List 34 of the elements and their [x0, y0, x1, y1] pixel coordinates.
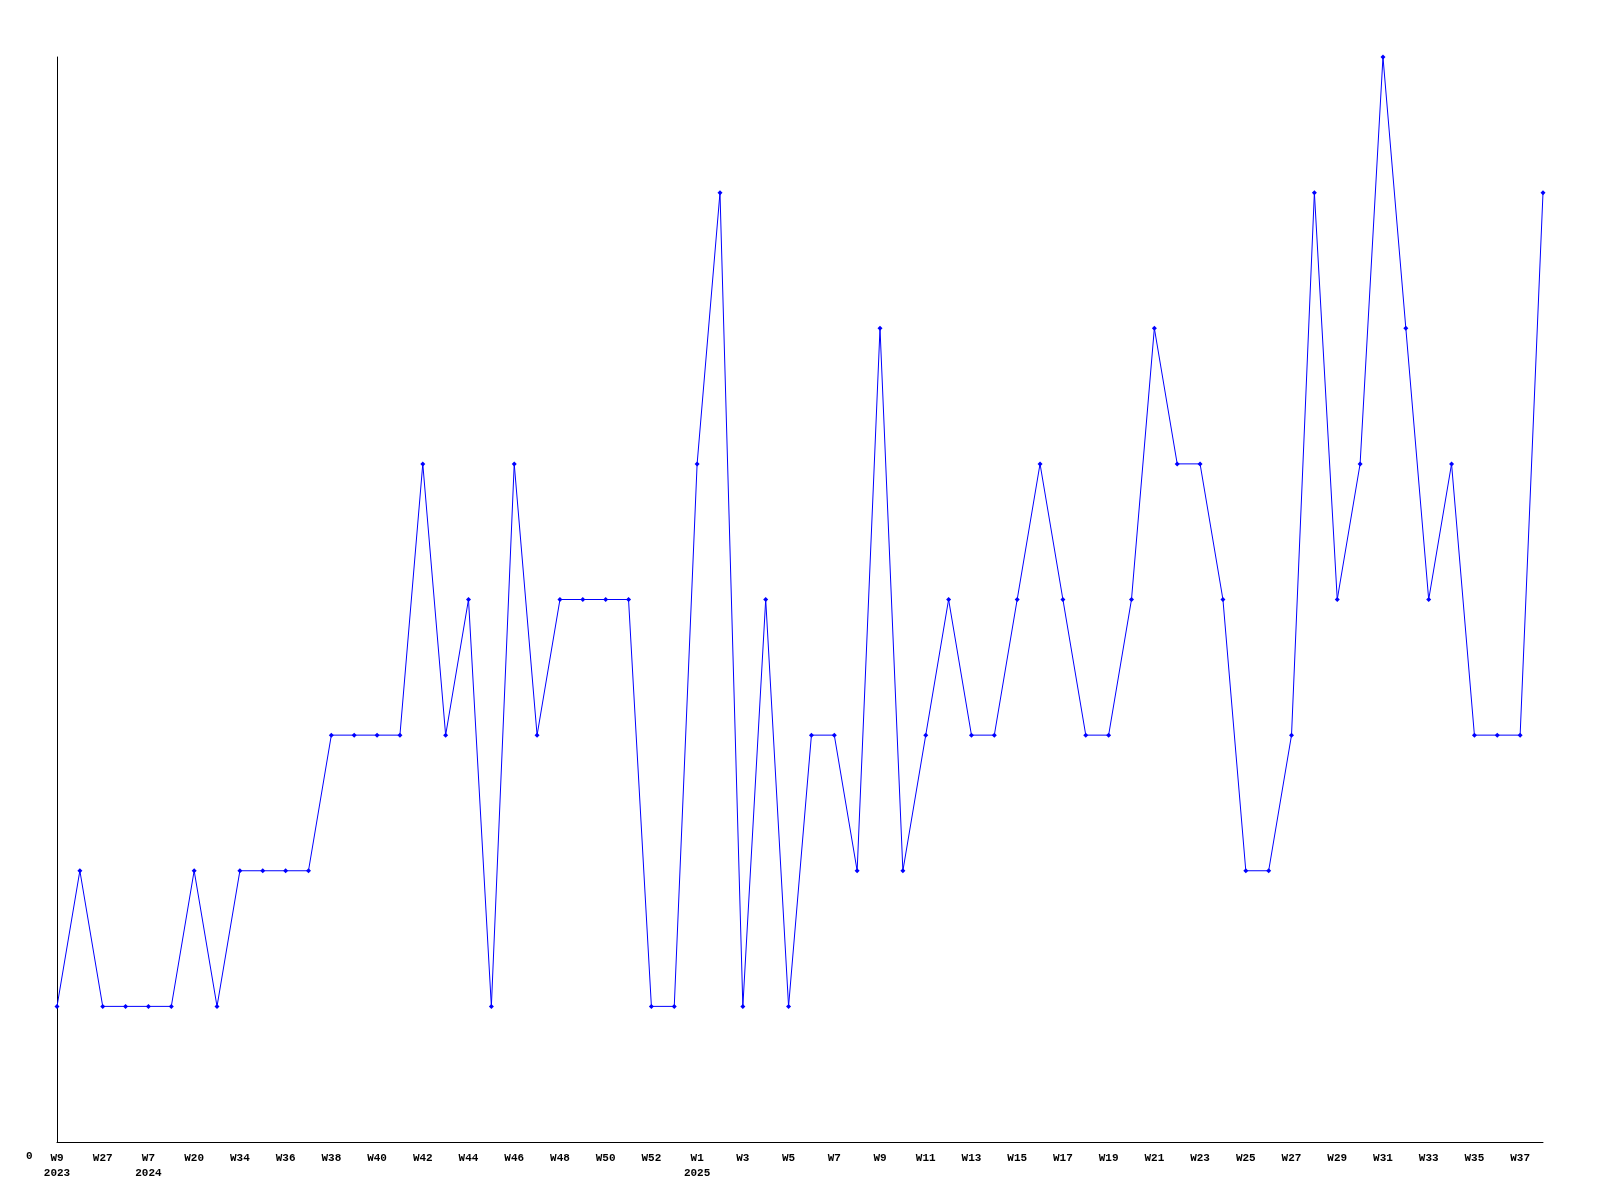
x-tick-label: W38	[321, 1151, 342, 1164]
x-tick-label: W27	[1281, 1151, 1302, 1164]
x-tick-label: W1 2025	[683, 1151, 711, 1179]
x-tick-label: W27	[92, 1151, 113, 1164]
x-tick-label: W9 2023	[43, 1151, 71, 1179]
x-tick-label: W5	[781, 1151, 796, 1164]
x-tick-label: W13	[961, 1151, 982, 1164]
x-tick-label: W15	[1007, 1151, 1028, 1164]
x-tick-label: W20	[184, 1151, 205, 1164]
x-tick-label: W36	[275, 1151, 296, 1164]
x-tick-label: W40	[367, 1151, 387, 1164]
x-tick-label: W33	[1418, 1151, 1439, 1164]
x-tick-label: W3	[736, 1151, 750, 1164]
x-tick-label: W44	[458, 1151, 479, 1164]
x-tick-label: W52	[641, 1151, 662, 1164]
x-tick-label: W21	[1144, 1151, 1165, 1164]
x-tick-label: W29	[1327, 1151, 1348, 1164]
x-tick-label: W34	[229, 1151, 251, 1164]
x-tick-label: W23	[1190, 1151, 1211, 1164]
x-tick-label: W50	[595, 1151, 616, 1164]
x-tick-label: W9	[873, 1151, 887, 1164]
x-tick-label: W7	[827, 1151, 841, 1164]
x-tick-label: W37	[1510, 1151, 1531, 1164]
x-tick-label: W35	[1464, 1151, 1485, 1164]
x-tick-label: W11	[915, 1151, 937, 1164]
x-tick-label: W46	[504, 1151, 525, 1164]
x-tick-label: W7 2024	[135, 1151, 163, 1179]
x-tick-label: W31	[1373, 1151, 1394, 1164]
x-tick-label: W48	[550, 1151, 571, 1164]
x-tick-label: W42	[412, 1151, 433, 1164]
x-tick-label: W17	[1053, 1151, 1073, 1164]
text: 0	[26, 1149, 33, 1162]
x-tick-label: W25	[1235, 1151, 1257, 1164]
x-tick-label: W19	[1098, 1151, 1119, 1164]
